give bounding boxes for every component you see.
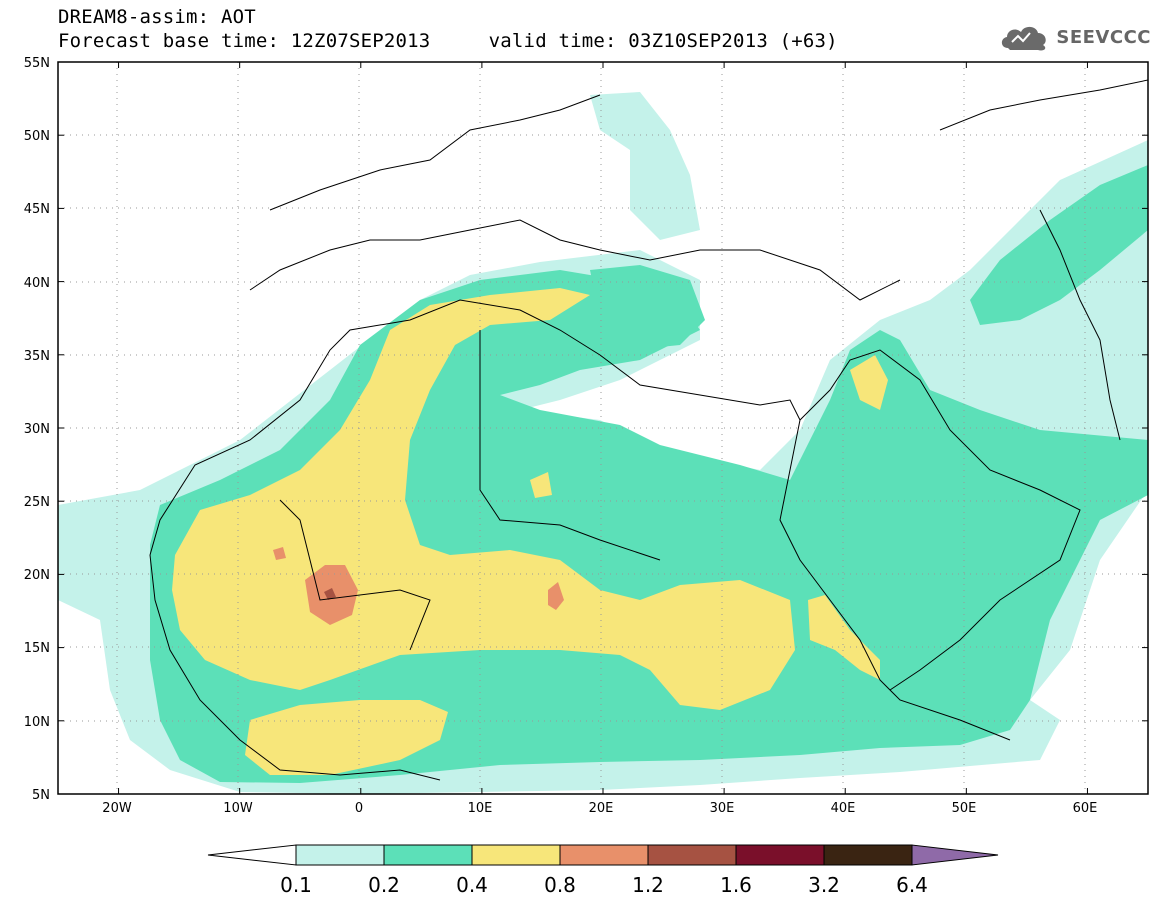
colorbar-label: 0.8 — [544, 873, 576, 897]
lon-label: 40E — [831, 801, 856, 816]
logo-text: SEEVCCC — [1056, 26, 1151, 48]
lat-label: 10N — [24, 715, 50, 730]
lon-label: 10W — [223, 801, 253, 816]
lat-label: 40N — [24, 276, 50, 291]
aot-contour-0.8-mali — [273, 547, 286, 560]
aot-contour-0.2-caspian — [970, 165, 1148, 325]
colorbar-swatch — [383, 844, 473, 866]
aot-contour-0.4-arabia — [850, 355, 888, 410]
colorbar: 0.1 0.2 0.4 0.8 1.2 1.6 3.2 6.4 — [207, 844, 999, 897]
colorbar-swatch — [471, 844, 561, 866]
colorbar-swatch — [647, 844, 737, 866]
aot-field — [58, 92, 1148, 794]
aot-contour-1.2 — [324, 588, 336, 600]
lat-label: 35N — [24, 349, 50, 364]
latitude-labels: 55N 50N 45N 40N 35N 30N 25N 20N 15N 10N … — [24, 56, 50, 803]
forecast-time-line: Forecast base time: 12Z07SEP2013 valid t… — [58, 30, 838, 52]
colorbar-label: 1.6 — [720, 873, 752, 897]
colorbar-label: 0.4 — [456, 873, 488, 897]
colorbar-left-arrow — [207, 844, 297, 866]
lon-label: 10E — [468, 801, 493, 816]
aot-contour-0.4-redsea — [808, 595, 880, 680]
colorbar-label: 3.2 — [808, 873, 840, 897]
tick-marks — [58, 61, 1148, 795]
colorbar-label: 0.1 — [280, 873, 312, 897]
lon-label: 50E — [952, 801, 977, 816]
aot-contour-0.2-greece — [590, 265, 705, 350]
lat-label: 50N — [24, 129, 50, 144]
lon-label: 0 — [355, 801, 363, 816]
colorbar-right-arrow — [911, 844, 999, 866]
map-title: DREAM8-assim: AOT — [58, 6, 256, 28]
lat-label: 30N — [24, 422, 50, 437]
colorbar-label: 0.2 — [368, 873, 400, 897]
lat-label: 45N — [24, 202, 50, 217]
colorbar-swatch — [735, 844, 825, 866]
longitude-labels: 20W 10W 0 10E 20E 30E 40E 50E 60E — [102, 801, 1097, 816]
lon-label: 20E — [589, 801, 614, 816]
aot-contour-0.4-guinea — [245, 700, 448, 775]
lat-label: 25N — [24, 495, 50, 510]
cloud-icon — [1002, 26, 1047, 51]
aot-contour-0.4-chad — [530, 472, 552, 498]
aot-contour-0.8-niger — [548, 582, 564, 610]
lat-label: 15N — [24, 641, 50, 656]
lon-label: 60E — [1073, 801, 1098, 816]
seevccc-logo: SEEVCCC — [998, 22, 1151, 52]
colorbar-swatch — [295, 844, 385, 866]
colorbar-swatch — [823, 844, 913, 866]
colorbar-swatch — [559, 844, 649, 866]
lat-label: 5N — [32, 788, 50, 803]
coastlines — [149, 79, 1148, 781]
aot-contour-0.1-europe — [590, 92, 700, 240]
colorbar-label: 6.4 — [896, 873, 928, 897]
lon-label: 20W — [102, 801, 132, 816]
lon-label: 30E — [710, 801, 735, 816]
lat-label: 55N — [24, 56, 50, 71]
colorbar-label: 1.2 — [632, 873, 664, 897]
lat-label: 20N — [24, 568, 50, 583]
